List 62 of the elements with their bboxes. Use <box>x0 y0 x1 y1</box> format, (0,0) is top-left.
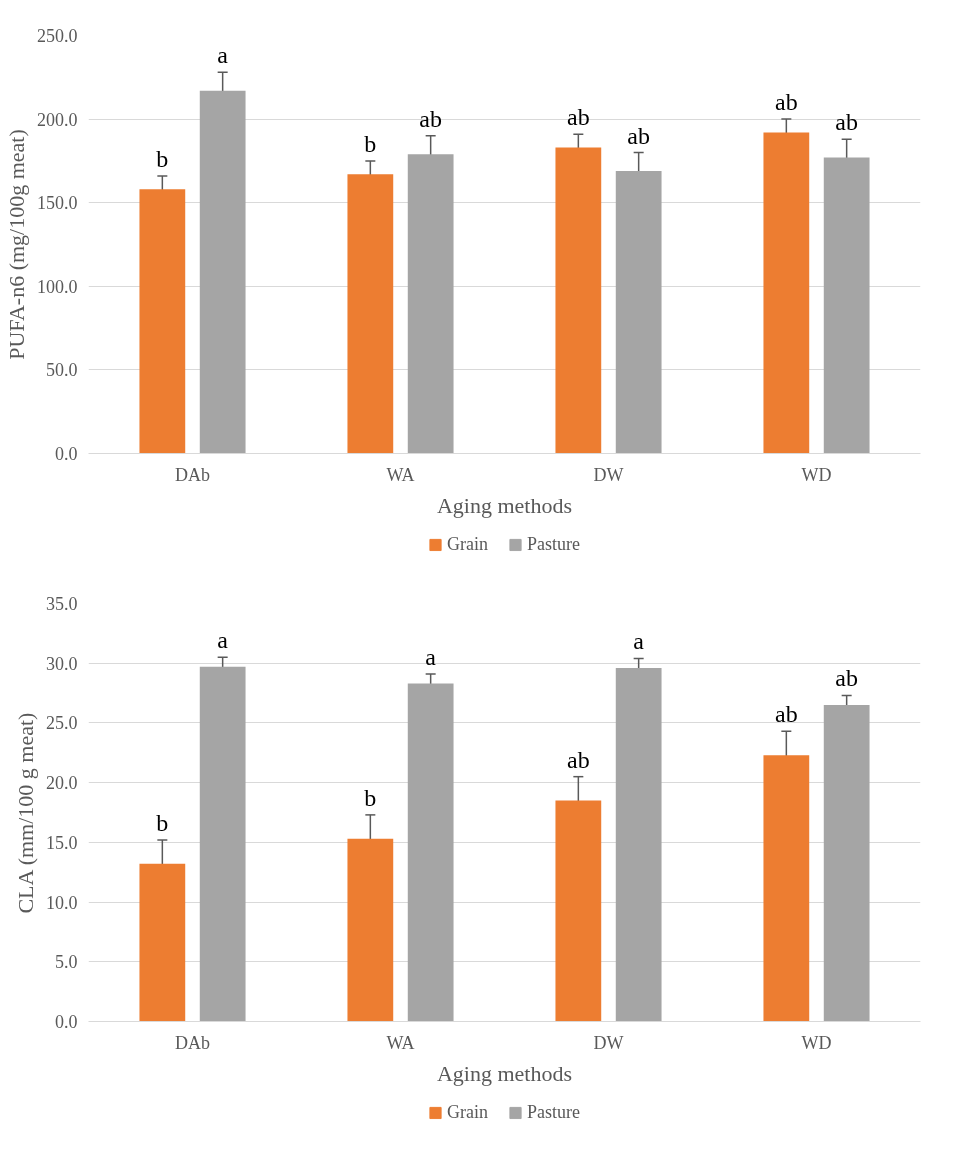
bar <box>555 800 602 1022</box>
y-tick-label: 250.0 <box>37 26 78 46</box>
annotation: b <box>156 809 169 836</box>
annotation: a <box>217 42 229 69</box>
bar <box>347 838 394 1022</box>
y-axis-title: CLA (mm/100 g meat) <box>13 712 38 914</box>
annotation: ab <box>775 701 798 728</box>
y-tick-label: 5.0 <box>55 952 78 973</box>
annotation: b <box>156 145 169 172</box>
annotation: ab <box>419 105 442 132</box>
legend-label: Pasture <box>526 1101 580 1123</box>
bar <box>407 154 454 454</box>
x-axis-title: Aging methods <box>436 1060 573 1086</box>
y-tick-label: 20.0 <box>46 773 78 794</box>
annotation: a <box>425 643 437 670</box>
bar <box>555 147 602 454</box>
bar <box>615 667 662 1022</box>
x-tick-label: DW <box>593 464 624 485</box>
x-tick-label: DW <box>593 1032 624 1053</box>
y-tick-label: 0.0 <box>55 1012 78 1032</box>
annotation: ab <box>567 104 590 131</box>
annotation: a <box>217 627 229 654</box>
bar <box>407 683 454 1022</box>
bar <box>347 174 394 454</box>
x-tick-label: WD <box>801 1032 832 1053</box>
x-tick-label: WD <box>801 464 832 485</box>
y-axis-title: PUFA-n6 (mg/100g meat) <box>4 129 29 360</box>
annotation: ab <box>567 746 590 773</box>
y-tick-label: 200.0 <box>37 109 78 130</box>
x-tick-label: WA <box>386 1032 415 1053</box>
bar <box>199 666 246 1022</box>
bar <box>763 755 810 1022</box>
annotation: a <box>633 628 645 655</box>
x-tick-label: DAb <box>175 464 210 485</box>
x-tick-label: DAb <box>175 1032 210 1053</box>
x-axis-title: Aging methods <box>436 492 573 518</box>
bar <box>763 132 810 454</box>
y-tick-label: 35.0 <box>46 594 78 614</box>
annotation: ab <box>627 122 650 149</box>
x-tick-label: WA <box>386 464 415 485</box>
annotation: ab <box>835 109 858 136</box>
y-tick-label: 0.0 <box>55 444 78 464</box>
y-tick-label: 100.0 <box>37 276 78 297</box>
y-tick-label: 30.0 <box>46 653 78 674</box>
y-tick-label: 10.0 <box>46 892 78 913</box>
annotation: b <box>364 130 377 157</box>
annotation: b <box>364 784 377 811</box>
legend-label: Grain <box>447 533 488 555</box>
bar <box>615 170 662 454</box>
bar <box>823 157 870 454</box>
y-tick-label: 150.0 <box>37 193 78 214</box>
legend-label: Pasture <box>526 533 580 555</box>
annotation: ab <box>835 665 858 692</box>
y-tick-label: 50.0 <box>46 360 78 381</box>
bar <box>139 863 186 1022</box>
bar <box>823 705 870 1022</box>
y-tick-label: 25.0 <box>46 713 78 734</box>
legend-label: Grain <box>447 1101 488 1123</box>
y-tick-label: 15.0 <box>46 832 78 853</box>
annotation: ab <box>775 89 798 116</box>
bar <box>199 90 246 454</box>
bar <box>139 189 186 454</box>
